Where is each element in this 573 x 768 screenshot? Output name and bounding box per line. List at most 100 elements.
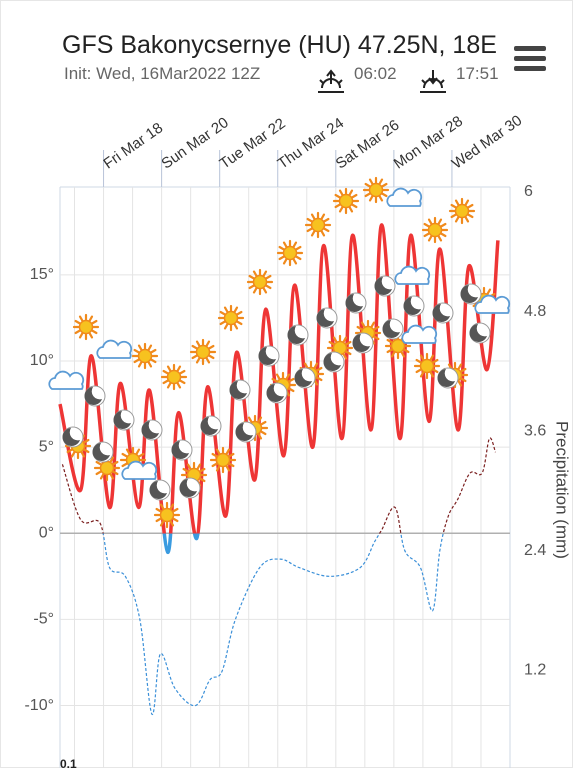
sun-ray xyxy=(457,363,463,371)
moon-icon xyxy=(149,479,171,501)
sun-ray xyxy=(364,182,372,188)
moon-icon xyxy=(200,415,222,437)
sun-ray xyxy=(191,354,199,360)
sun-icon xyxy=(413,352,441,380)
sun-ray xyxy=(439,232,447,238)
sun-ray xyxy=(415,368,423,374)
moon-icon xyxy=(92,441,114,463)
sun-ray xyxy=(310,213,316,221)
moon-shape xyxy=(141,421,159,439)
moon-icon xyxy=(437,367,459,389)
sun-ray xyxy=(390,350,396,358)
cloud-icon xyxy=(394,265,431,285)
sun-ray xyxy=(162,369,170,375)
sun-ray xyxy=(464,199,470,207)
sun-ray xyxy=(133,348,141,354)
sun-icon xyxy=(72,313,100,341)
sun-ray xyxy=(198,467,206,473)
sun-ray xyxy=(149,348,157,354)
sun-ray xyxy=(459,377,467,383)
y2-axis-label: Precipitation (mm) xyxy=(553,421,572,559)
y-tick-label: 10° xyxy=(30,352,54,369)
moon-icon xyxy=(84,385,106,407)
sun-ray xyxy=(259,420,267,426)
sun-ray xyxy=(215,464,221,472)
sun-ray xyxy=(368,178,374,186)
sun-ray xyxy=(195,340,201,348)
moon-shape xyxy=(403,297,421,315)
sun-ray xyxy=(147,360,153,368)
sun-ray xyxy=(252,286,258,294)
sunrise-icon xyxy=(318,69,344,93)
moon-shape xyxy=(235,423,253,441)
sun-ray xyxy=(207,344,215,350)
y2-tick-label: 3.6 xyxy=(524,422,546,439)
cloud-icon xyxy=(48,370,85,390)
lower-panel-tick-label: 0.1 xyxy=(60,757,77,768)
moon-icon xyxy=(403,295,425,317)
sun-ray xyxy=(133,358,141,364)
sun-ray xyxy=(306,227,314,233)
sun-ray xyxy=(464,215,470,223)
sun-ray xyxy=(486,288,492,296)
y-tick-label: -10° xyxy=(24,697,54,714)
sun-ray xyxy=(282,241,288,249)
sun-ray xyxy=(364,192,372,198)
sun-ray xyxy=(287,377,295,383)
moon-shape xyxy=(179,479,197,497)
cloud-icon xyxy=(96,339,133,359)
sun-ray xyxy=(82,438,90,444)
cloud-icon xyxy=(121,460,158,480)
sun-icon xyxy=(217,304,245,332)
sun-disc xyxy=(215,452,231,468)
sun-icon xyxy=(448,197,476,225)
moon-shape xyxy=(62,428,80,446)
sun-disc xyxy=(454,203,470,219)
sun-disc xyxy=(78,319,94,335)
sun-ray xyxy=(285,373,291,381)
moon-shape xyxy=(171,441,189,459)
sun-ray xyxy=(171,517,179,523)
sun-disc xyxy=(195,344,211,360)
moon-icon xyxy=(141,419,163,441)
moon-shape xyxy=(294,369,312,387)
sun-ray xyxy=(223,306,229,314)
sun-ray xyxy=(342,336,348,344)
moon-shape xyxy=(229,381,247,399)
sun-ray xyxy=(344,350,352,356)
weather-icons xyxy=(48,176,511,529)
sun-ray xyxy=(439,222,447,228)
y-tick-label: -5° xyxy=(33,611,54,628)
menu-button[interactable] xyxy=(514,46,546,71)
sun-ray xyxy=(219,310,227,316)
sun-ray xyxy=(378,194,384,202)
sun-ray xyxy=(155,507,163,513)
sun-icon xyxy=(246,268,274,296)
sun-ray xyxy=(99,472,105,480)
sun-ray xyxy=(380,182,388,188)
sun-ray xyxy=(262,286,268,294)
sun-icon xyxy=(276,239,304,267)
sun-ray xyxy=(466,213,474,219)
sun-ray xyxy=(169,503,175,511)
sun-icon xyxy=(160,363,188,391)
sun-ray xyxy=(419,354,425,362)
moon-shape xyxy=(352,334,370,352)
sun-ray xyxy=(225,448,231,456)
moon-icon xyxy=(469,322,491,344)
sun-ray xyxy=(186,463,192,471)
sun-ray xyxy=(402,348,410,354)
sun-ray xyxy=(211,452,219,458)
sun-ray xyxy=(372,335,380,341)
y2-tick-label: 2.4 xyxy=(524,542,546,559)
sun-ray xyxy=(419,370,425,378)
sun-ray xyxy=(380,192,388,198)
sun-ray xyxy=(162,379,170,385)
y-tick-label: 5° xyxy=(39,438,54,455)
sun-ray xyxy=(264,274,272,280)
sun-ray xyxy=(198,477,206,483)
moon-shape xyxy=(374,277,392,295)
sun-ray xyxy=(137,360,143,368)
sun-icon xyxy=(332,187,360,215)
